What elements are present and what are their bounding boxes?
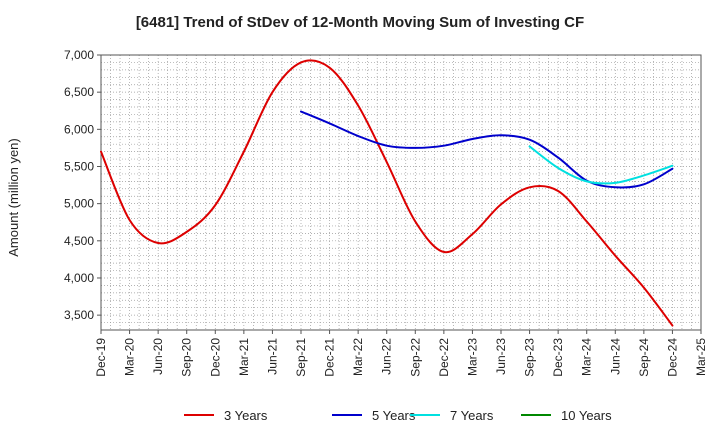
x-tick-label: Mar-22	[351, 338, 365, 376]
series-group	[100, 59, 674, 327]
legend-label: 5 Years	[372, 408, 416, 423]
x-tick-label: Sep-23	[523, 338, 537, 377]
x-tick-label: Jun-23	[494, 338, 508, 375]
y-tick-label: 6,000	[64, 122, 94, 136]
x-tick-label: Dec-20	[208, 338, 222, 377]
x-tick-label: Jun-22	[380, 338, 394, 375]
x-tick-label: Sep-21	[294, 338, 308, 377]
y-axis: 3,500 4,000 4,500 5,000 5,500 6,000 6,500 7,000	[64, 48, 101, 322]
x-tick-label: Sep-22	[408, 338, 422, 377]
x-tick-label: Sep-20	[180, 338, 194, 377]
legend-label: 10 Years	[561, 408, 612, 423]
x-tick-label: Mar-23	[465, 338, 479, 376]
y-tick-label: 3,500	[64, 308, 94, 322]
series-line-7-years	[528, 145, 674, 185]
x-axis: Dec-19 Mar-20 Jun-20 Sep-20 Dec-20 Mar-21 Jun-…	[94, 330, 708, 377]
x-tick-label: Jun-24	[608, 338, 622, 375]
x-tick-label: Jun-20	[151, 338, 165, 375]
y-tick-label: 4,500	[64, 234, 94, 248]
x-tick-label: Sep-24	[637, 338, 651, 377]
legend-item-10-years: 10 Years	[521, 408, 612, 423]
plot-frame	[100, 54, 702, 331]
series-line-5-years	[300, 110, 674, 189]
legend-label: 7 Years	[450, 408, 494, 423]
legend-label: 3 Years	[224, 408, 268, 423]
x-tick-label: Mar-24	[580, 338, 594, 376]
x-tick-label: Mar-25	[694, 338, 708, 376]
legend: 3 Years 5 Years 7 Years 10 Years	[184, 408, 612, 423]
y-tick-label: 5,000	[64, 197, 94, 211]
y-axis-title: Amount (million yen)	[6, 138, 21, 257]
x-tick-label: Dec-24	[665, 338, 679, 377]
legend-item-5-years: 5 Years	[332, 408, 416, 423]
y-tick-label: 4,000	[64, 271, 94, 285]
y-tick-label: 7,000	[64, 48, 94, 62]
x-tick-label: Dec-22	[437, 338, 451, 377]
y-tick-label: 6,500	[64, 85, 94, 99]
chart-title: [6481] Trend of StDev of 12-Month Moving…	[135, 14, 585, 31]
x-tick-label: Mar-21	[237, 338, 251, 376]
x-tick-label: Dec-23	[551, 338, 565, 377]
legend-item-3-years: 3 Years	[184, 408, 268, 423]
x-tick-label: Mar-20	[123, 338, 137, 376]
series-line-3-years	[100, 59, 674, 327]
x-tick-label: Jun-21	[265, 338, 279, 375]
x-tick-label: Dec-19	[94, 338, 108, 377]
y-tick-label: 5,500	[64, 159, 94, 173]
x-tick-label: Dec-21	[323, 338, 337, 377]
legend-item-7-years: 7 Years	[410, 408, 494, 423]
